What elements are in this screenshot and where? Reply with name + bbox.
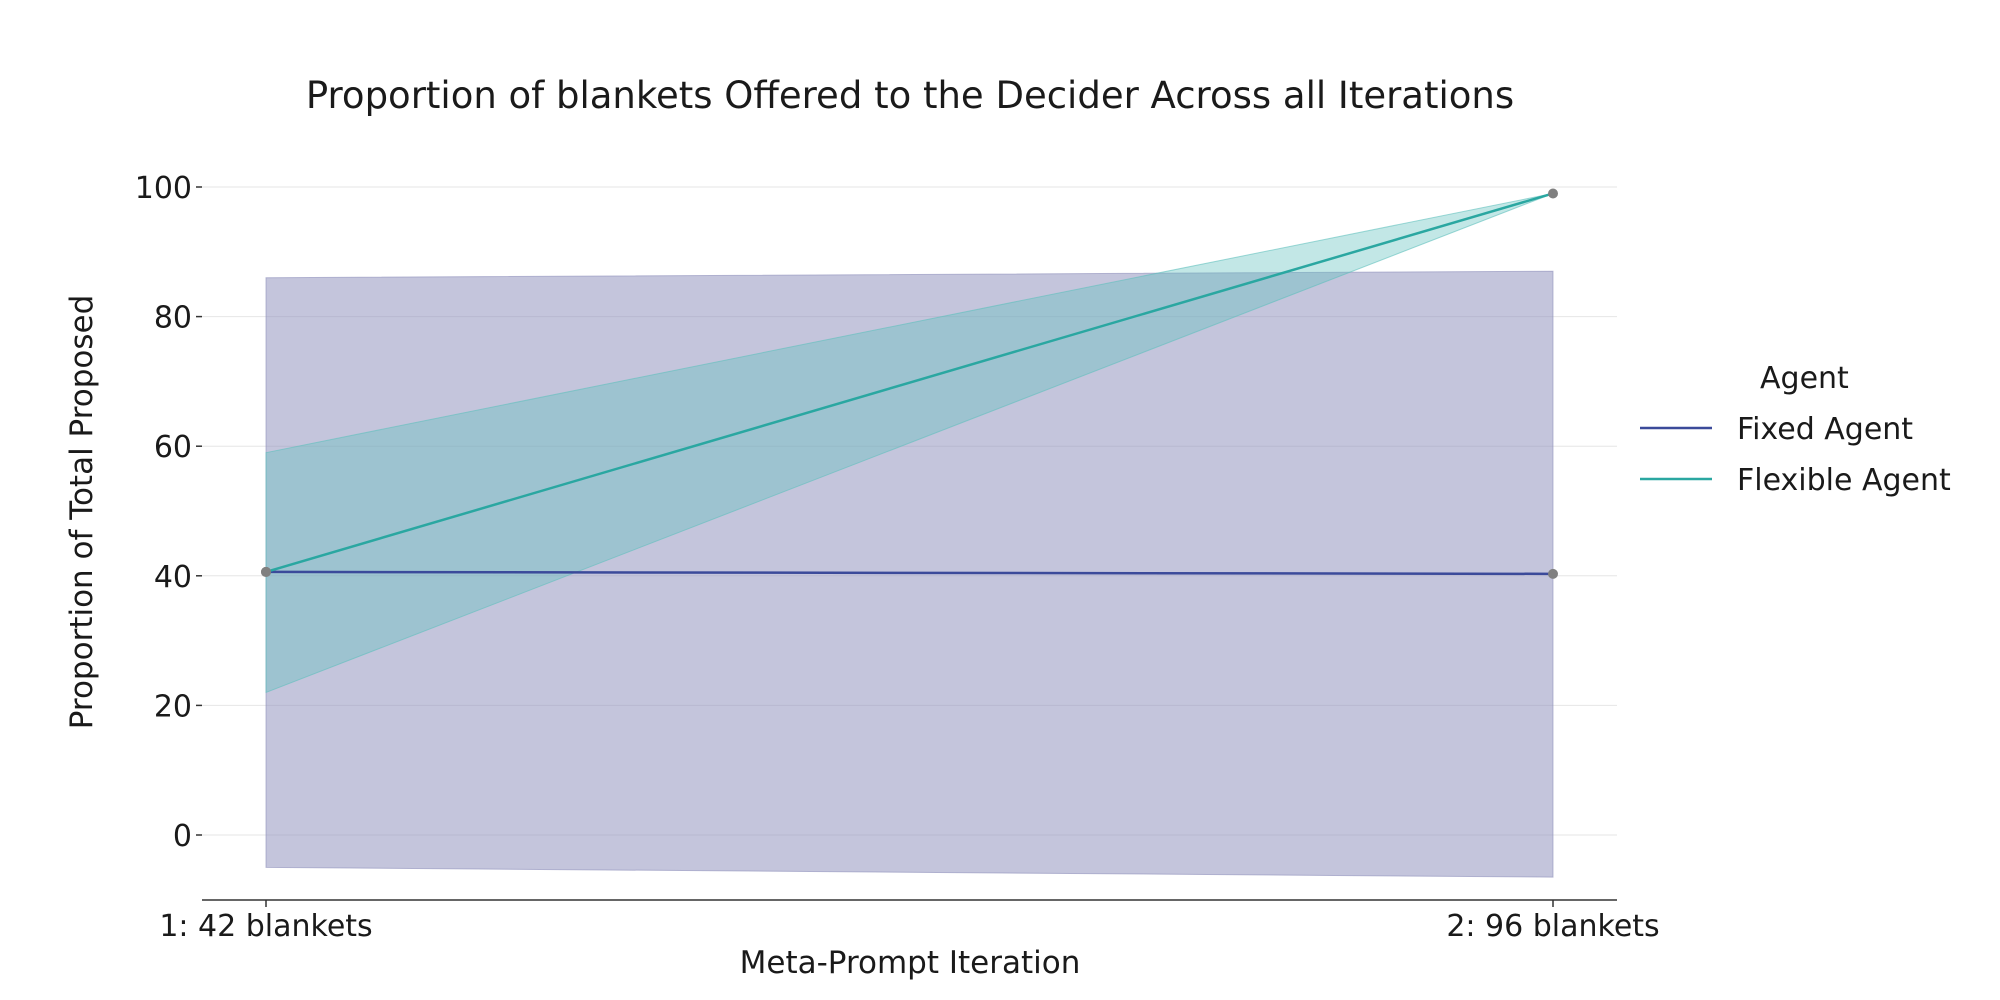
legend-title: Agent [1760, 361, 1849, 396]
y-tick-label: 0 [173, 819, 192, 854]
legend-entry: Flexible Agent [1737, 463, 1951, 498]
x-axis-ticks: 1: 42 blankets 2: 96 blankets [159, 900, 1660, 944]
y-tick-label: 100 [135, 171, 192, 206]
x-axis-label: Meta-Prompt Iteration [740, 945, 1081, 981]
y-axis-ticks: 0 20 40 60 80 100 [135, 171, 202, 854]
y-tick-label: 60 [154, 430, 192, 465]
chart-title: Proportion of blankets Offered to the De… [306, 74, 1514, 117]
confidence-bands [265, 192, 1554, 878]
x-tick-label: 2: 96 blankets [1446, 909, 1659, 944]
y-tick-label: 80 [154, 301, 192, 336]
data-point [1548, 188, 1558, 199]
legend-entry: Fixed Agent [1737, 412, 1913, 447]
y-tick-label: 40 [154, 560, 192, 595]
y-axis-label: Proportion of Total Proposed [64, 295, 100, 730]
data-point [1548, 568, 1558, 579]
series-line [265, 570, 1554, 576]
x-tick-label: 1: 42 blankets [159, 909, 372, 944]
series-line [265, 192, 1554, 574]
series-lines [265, 192, 1554, 576]
data-points [261, 188, 1558, 579]
data-point [261, 566, 271, 577]
y-tick-label: 20 [154, 689, 192, 724]
legend: Agent Fixed Agent Flexible Agent [1640, 361, 1951, 498]
